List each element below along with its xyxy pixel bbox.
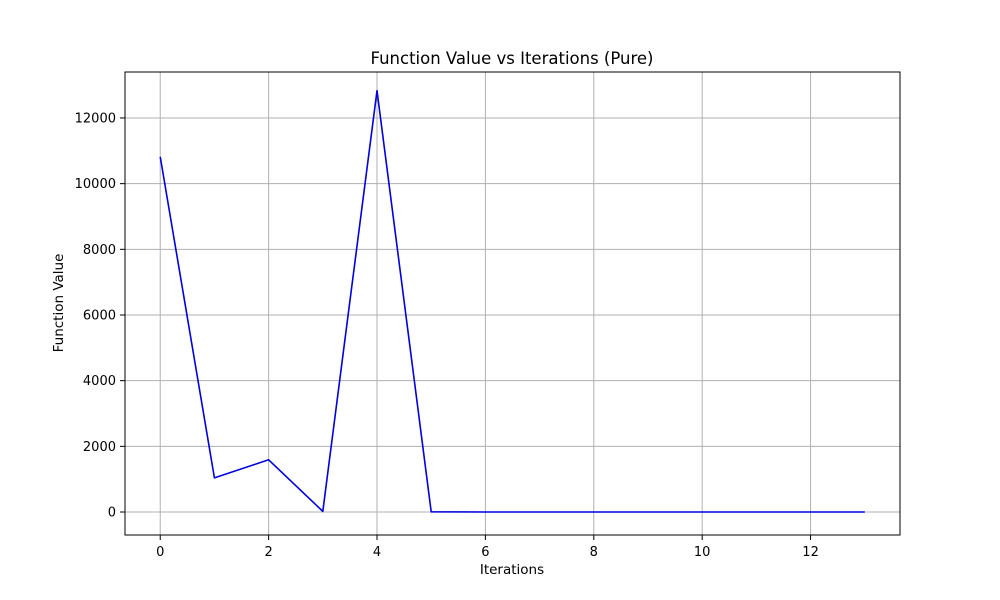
- y-tick-label: 12000: [75, 111, 116, 126]
- y-tick-label: 2000: [83, 440, 116, 455]
- x-tick-label: 8: [590, 545, 598, 560]
- series-line: [159, 89, 865, 513]
- grid: [125, 72, 900, 535]
- y-tick-label: 0: [108, 506, 116, 521]
- y-tick-label: 6000: [83, 308, 116, 323]
- series: [159, 89, 865, 513]
- y-tick-label: 10000: [75, 177, 116, 192]
- x-tick-label: 4: [373, 545, 381, 560]
- chart-title: Function Value vs Iterations (Pure): [371, 49, 654, 68]
- axis-ticks: 0 2 4 6 8 10 12 0 2000 4000 6000 8000 10000 12000: [75, 111, 819, 560]
- x-tick-label: 12: [802, 545, 819, 560]
- y-axis-label: Function Value: [51, 254, 67, 353]
- y-tick-label: 8000: [83, 243, 116, 258]
- x-axis-label: Iterations: [480, 562, 544, 578]
- x-tick-label: 0: [156, 545, 164, 560]
- x-tick-label: 10: [694, 545, 711, 560]
- plot-frame: [124, 71, 901, 536]
- x-tick-label: 6: [481, 545, 489, 560]
- y-tick-label: 4000: [83, 374, 116, 389]
- x-tick-label: 2: [264, 545, 272, 560]
